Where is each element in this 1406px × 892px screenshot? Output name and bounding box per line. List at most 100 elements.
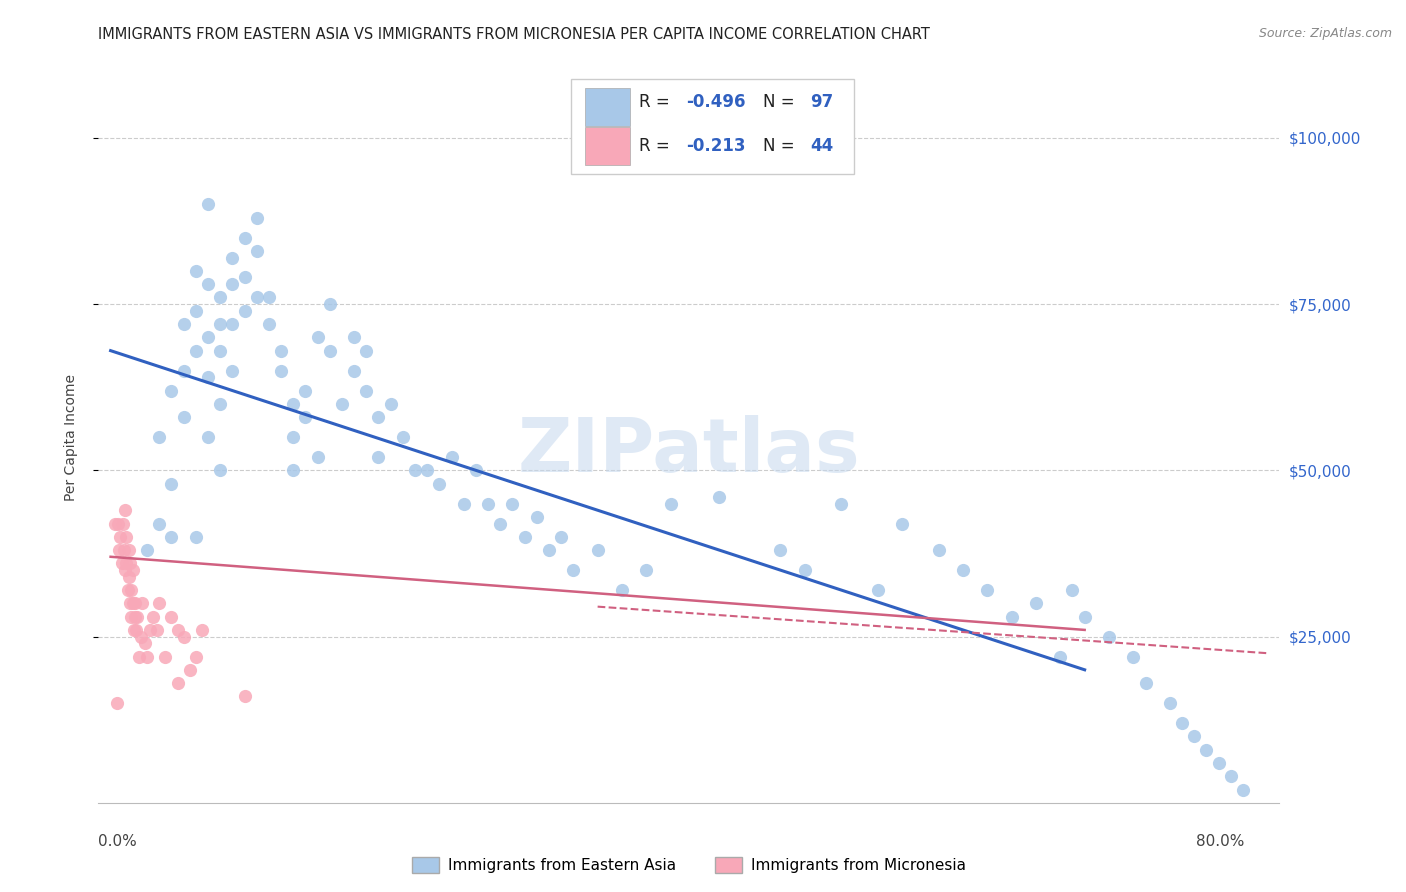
- Point: [1208, 756, 1230, 770]
- Text: N =: N =: [763, 93, 800, 112]
- Point: [1098, 630, 1121, 644]
- Point: [138, 623, 160, 637]
- Point: [330, 397, 353, 411]
- Point: [246, 244, 269, 258]
- Text: ZIPatlas: ZIPatlas: [517, 415, 860, 488]
- Point: [319, 297, 342, 311]
- Point: [294, 384, 316, 398]
- Point: [246, 290, 269, 304]
- Point: [283, 397, 305, 411]
- Point: [246, 211, 269, 225]
- Text: -0.496: -0.496: [686, 93, 747, 112]
- Point: [501, 497, 523, 511]
- Point: [155, 649, 177, 664]
- Point: [160, 384, 183, 398]
- Point: [610, 582, 633, 597]
- Point: [122, 623, 145, 637]
- Point: [105, 696, 128, 710]
- Point: [160, 476, 183, 491]
- Text: R =: R =: [640, 137, 675, 155]
- Point: [184, 264, 207, 278]
- Point: [952, 563, 974, 577]
- Text: 97: 97: [811, 93, 834, 112]
- Point: [128, 649, 150, 664]
- Point: [1159, 696, 1181, 710]
- Point: [307, 450, 329, 464]
- Point: [257, 290, 280, 304]
- Point: [129, 630, 152, 644]
- Point: [356, 384, 378, 398]
- Point: [114, 503, 136, 517]
- Point: [148, 596, 170, 610]
- Point: [209, 317, 232, 331]
- Point: [184, 343, 207, 358]
- Point: [233, 230, 256, 244]
- Point: [586, 543, 609, 558]
- Point: [380, 397, 402, 411]
- Point: [928, 543, 950, 558]
- Text: N =: N =: [763, 137, 800, 155]
- Point: [209, 463, 232, 477]
- Point: [343, 330, 366, 344]
- Point: [636, 563, 658, 577]
- Point: [111, 516, 134, 531]
- Point: [830, 497, 852, 511]
- Point: [110, 530, 132, 544]
- Point: [709, 490, 731, 504]
- Point: [120, 596, 142, 610]
- Point: [118, 570, 141, 584]
- Point: [1135, 676, 1157, 690]
- Point: [124, 596, 146, 610]
- Point: [1062, 582, 1084, 597]
- Point: [489, 516, 512, 531]
- Point: [148, 430, 170, 444]
- Point: [307, 330, 329, 344]
- Point: [477, 497, 499, 511]
- Point: [146, 623, 169, 637]
- Point: [1025, 596, 1047, 610]
- Point: [184, 303, 207, 318]
- Text: 0.0%: 0.0%: [98, 834, 138, 849]
- Point: [142, 609, 165, 624]
- Point: [136, 649, 159, 664]
- Point: [197, 370, 219, 384]
- Point: [270, 363, 292, 377]
- Point: [173, 410, 195, 425]
- Point: [550, 530, 572, 544]
- Point: [115, 530, 138, 544]
- Point: [793, 563, 815, 577]
- Point: [173, 317, 195, 331]
- Point: [107, 516, 129, 531]
- Point: [120, 609, 142, 624]
- Point: [526, 509, 548, 524]
- Point: [120, 582, 142, 597]
- Point: [173, 363, 195, 377]
- Point: [464, 463, 486, 477]
- Bar: [585, 88, 630, 126]
- Point: [866, 582, 889, 597]
- Point: [166, 623, 188, 637]
- Point: [404, 463, 426, 477]
- Point: [114, 563, 136, 577]
- Point: [221, 363, 243, 377]
- Point: [191, 623, 214, 637]
- Point: [1219, 769, 1241, 783]
- Text: 80.0%: 80.0%: [1197, 834, 1244, 849]
- Point: [117, 582, 139, 597]
- Y-axis label: Per Capita Income: Per Capita Income: [63, 374, 77, 500]
- Point: [1171, 716, 1194, 731]
- Point: [233, 690, 256, 704]
- Text: Source: ZipAtlas.com: Source: ZipAtlas.com: [1258, 27, 1392, 40]
- Point: [173, 630, 195, 644]
- Point: [416, 463, 439, 477]
- Point: [209, 343, 232, 358]
- Point: [197, 197, 219, 211]
- Point: [976, 582, 998, 597]
- Point: [294, 410, 316, 425]
- Point: [121, 563, 143, 577]
- Point: [209, 290, 232, 304]
- Point: [197, 277, 219, 292]
- Point: [118, 543, 141, 558]
- Point: [184, 530, 207, 544]
- Point: [537, 543, 560, 558]
